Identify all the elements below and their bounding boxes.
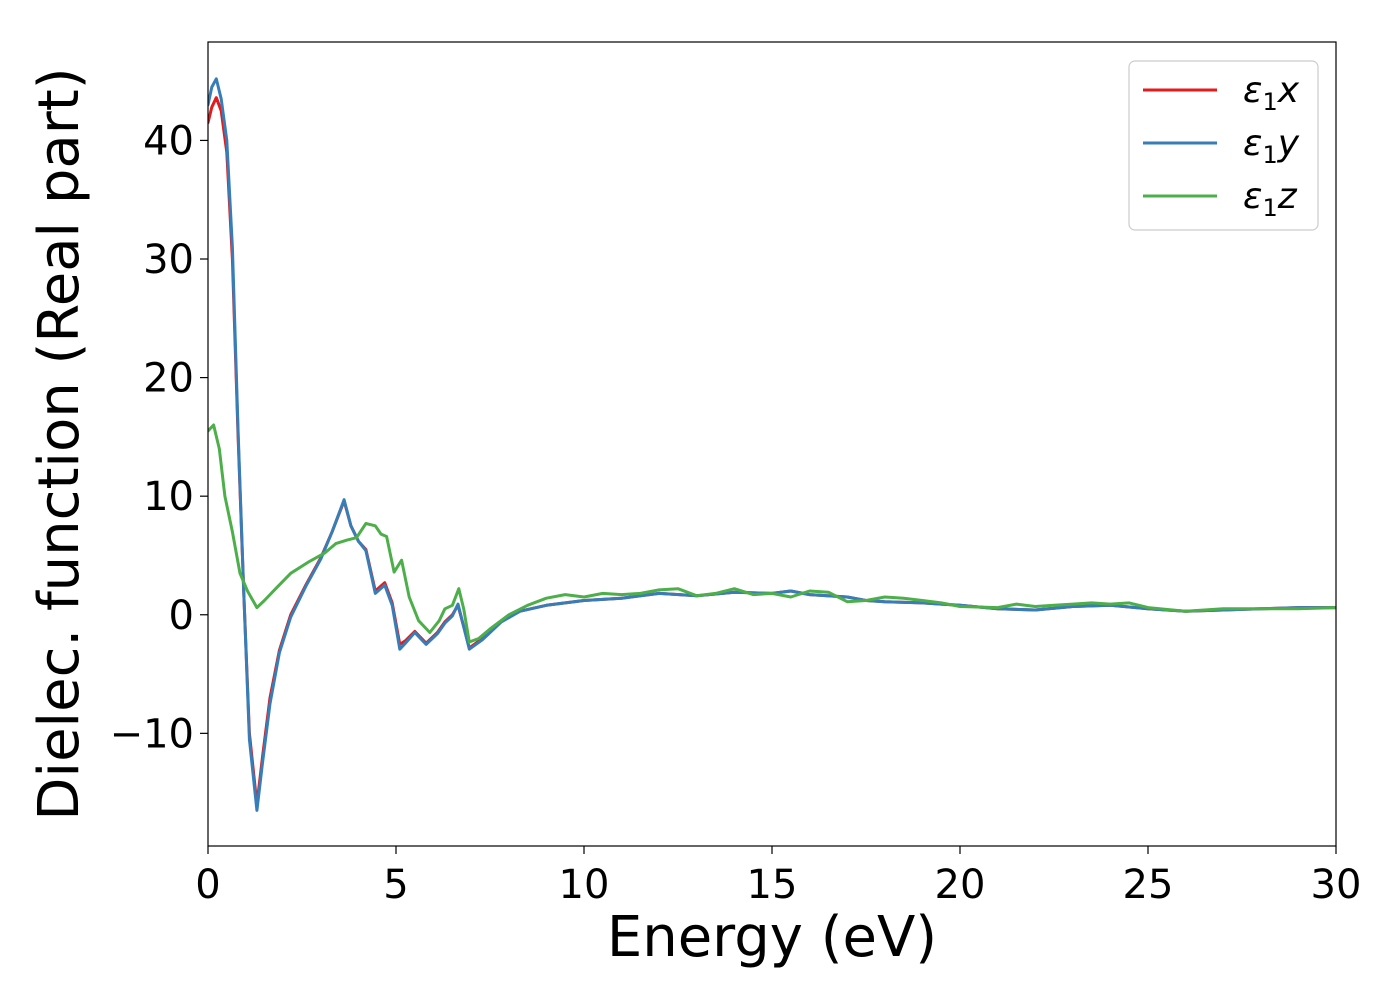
axis-ticks: 0 5 10 15 20 25 30 −10 0 10 20 30 40 xyxy=(110,118,1362,908)
legend-entry-1: ε1x xyxy=(1243,70,1300,116)
x-axis-label: Energy (eV) xyxy=(607,905,937,970)
legend: ε1x ε1y ε1z xyxy=(1128,60,1319,231)
x-tick-label: 5 xyxy=(383,862,408,908)
x-tick-label: 10 xyxy=(559,862,610,908)
y-tick-label: −10 xyxy=(110,711,194,757)
y-tick-label: 0 xyxy=(169,593,194,639)
x-tick-label: 30 xyxy=(1311,862,1362,908)
y-tick-label: 20 xyxy=(143,356,194,402)
series-layer xyxy=(208,77,1336,812)
x-tick-label: 20 xyxy=(935,862,986,908)
legend-entry-2: ε1y xyxy=(1243,123,1300,169)
x-tick-label: 15 xyxy=(747,862,798,908)
series-line-3 xyxy=(208,423,1336,644)
legend-box xyxy=(1128,60,1319,231)
x-tick-label: 0 xyxy=(195,862,220,908)
y-tick-label: 30 xyxy=(143,237,194,283)
y-axis-label: Dielec. function (Real part) xyxy=(27,67,92,820)
x-tick-label: 25 xyxy=(1123,862,1174,908)
y-tick-label: 40 xyxy=(143,118,194,164)
legend-entry-3: ε1z xyxy=(1243,176,1298,222)
y-tick-label: 10 xyxy=(143,474,194,520)
